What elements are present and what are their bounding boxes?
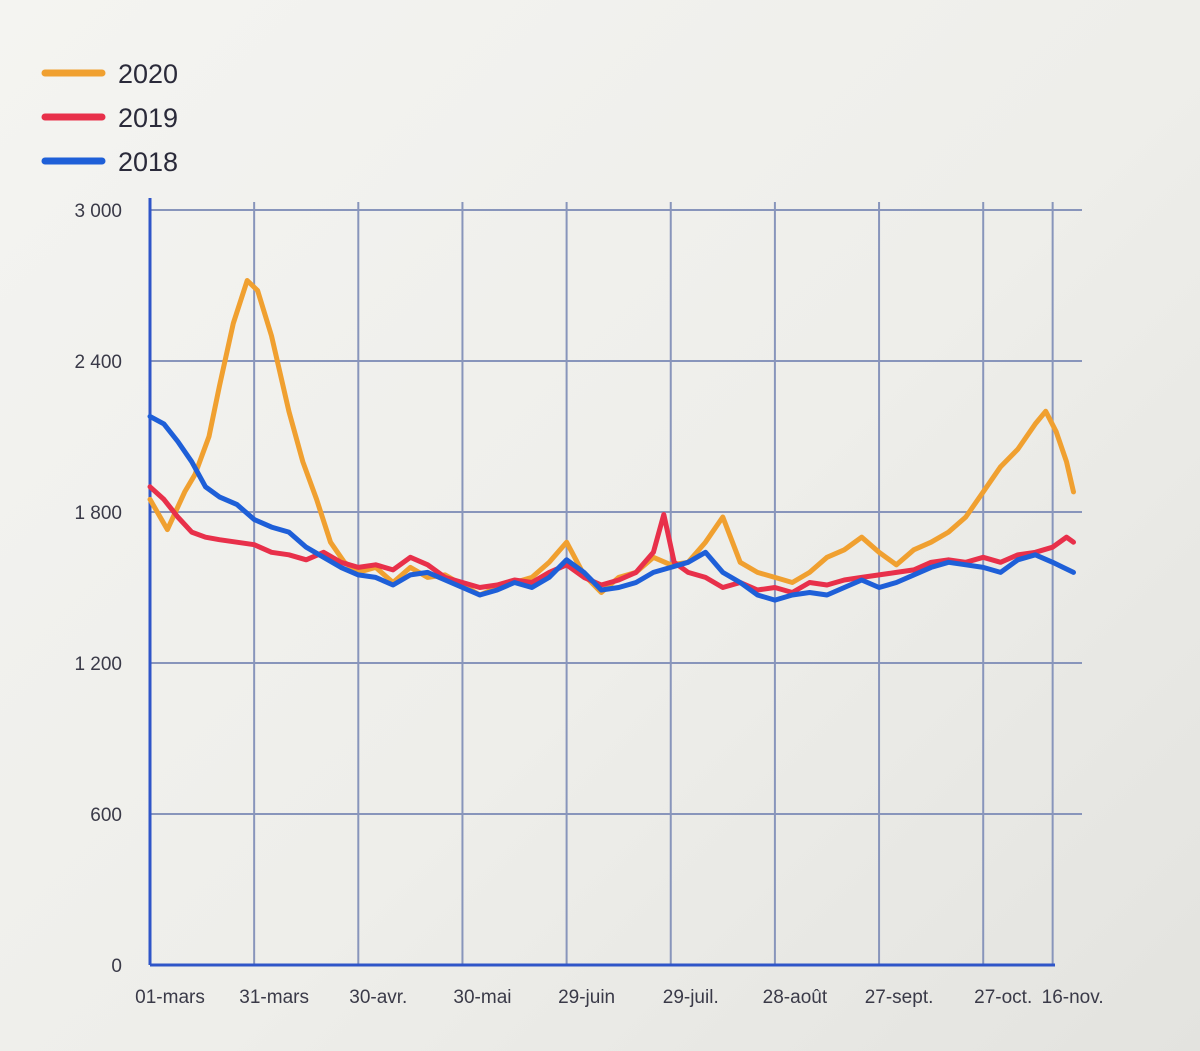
series-lines (147, 278, 1076, 603)
series-line-2018 (147, 413, 1076, 603)
grid (150, 202, 1082, 965)
x-tick-label: 16-nov. (1042, 987, 1104, 1008)
axes (148, 198, 1055, 967)
x-tick-label: 30-mai (453, 987, 511, 1008)
y-tick-label: 600 (90, 805, 122, 826)
x-tick-label: 01-mars (135, 987, 205, 1008)
legend-label-2019: 2019 (118, 103, 178, 133)
legend: 2020 2019 2018 (41, 59, 178, 177)
legend-label-2020: 2020 (118, 59, 178, 89)
legend-label-2018: 2018 (118, 147, 178, 177)
y-tick-label: 0 (111, 956, 122, 977)
x-tick-labels: 01-mars 31-mars 30-avr. 30-mai 29-juin 29-jui… (135, 987, 1103, 1008)
x-tick-label: 27-oct. (974, 987, 1032, 1008)
x-tick-label: 28-août (763, 987, 828, 1008)
y-tick-labels: 0 600 1 200 1 800 2 400 3 000 (74, 201, 122, 977)
x-tick-label: 29-juin (558, 987, 615, 1008)
y-tick-label: 3 000 (74, 201, 122, 222)
series-line-2020 (147, 278, 1076, 598)
y-tick-label: 1 800 (74, 503, 122, 524)
x-tick-label: 29-juil. (663, 987, 719, 1008)
x-tick-label: 31-mars (239, 987, 309, 1008)
y-tick-label: 1 200 (74, 654, 122, 675)
y-tick-label: 2 400 (74, 352, 122, 373)
x-tick-label: 27-sept. (865, 987, 934, 1008)
x-tick-label: 30-avr. (349, 987, 407, 1008)
series-line-2019 (147, 484, 1076, 595)
